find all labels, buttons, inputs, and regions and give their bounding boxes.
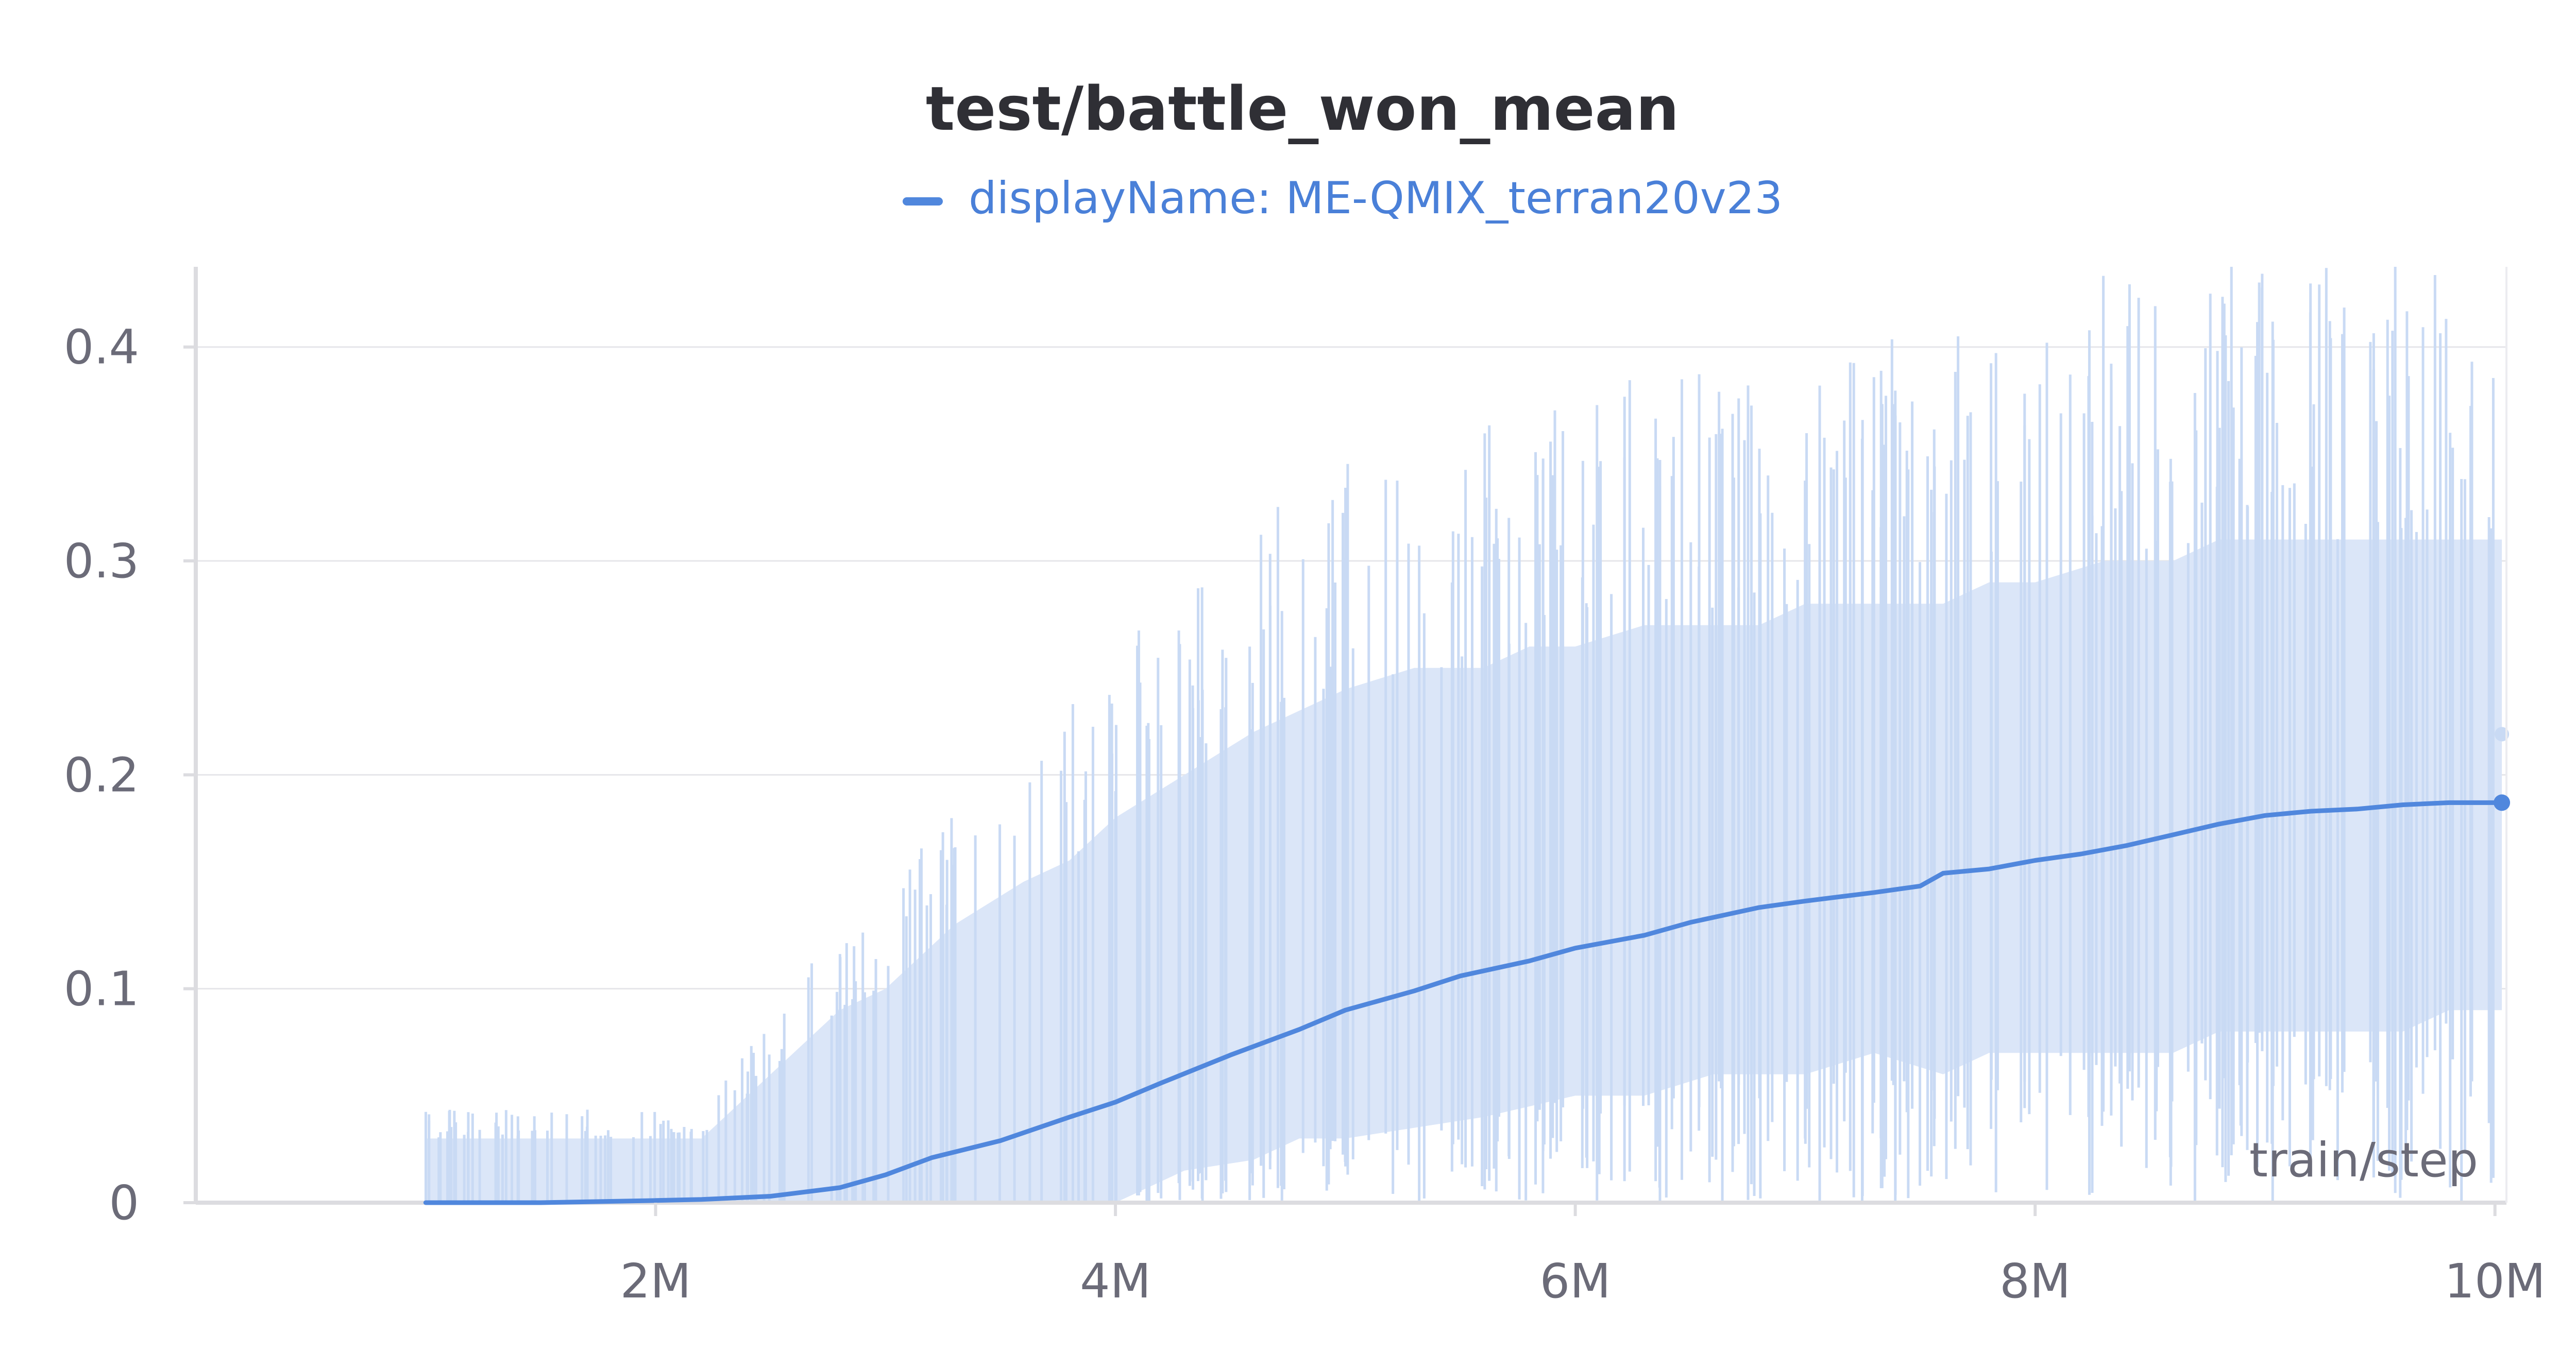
x-tick-label-0: 2M [620,1254,691,1309]
legend-swatch [903,197,943,206]
x-tick-label-1: 4M [1080,1254,1151,1309]
x-tick-label-3: 8M [1999,1254,2071,1309]
smoothed-series [423,794,2511,1205]
legend-label: displayName: ME-QMIX_terran20v23 [969,173,1783,224]
y-tick-label-3: 0.3 [64,534,139,589]
raw-series-band [426,539,2502,1203]
y-tick-label-1: 0.1 [64,962,139,1017]
raw-series [424,267,2510,1203]
x-tick-label-2: 6M [1540,1254,1611,1309]
smoothed-last-point [2494,794,2511,811]
y-tick-label-0: 0 [109,1175,139,1230]
legend[interactable]: displayName: ME-QMIX_terran20v23 [903,173,1783,224]
smoothed-series-line [423,800,2504,1205]
x-tick-label-4: 10M [2444,1254,2545,1309]
chart-title: test/battle_won_mean [926,73,1679,144]
y-tick-label-4: 0.4 [64,320,139,375]
x-axis-ticks: 2M 4M 6M 8M 10M [620,1203,2546,1309]
y-axis-ticks: 0 0.1 0.2 0.3 0.4 [64,320,196,1230]
y-tick-label-2: 0.2 [64,747,139,802]
x-axis-title: train/step [2249,1133,2478,1188]
